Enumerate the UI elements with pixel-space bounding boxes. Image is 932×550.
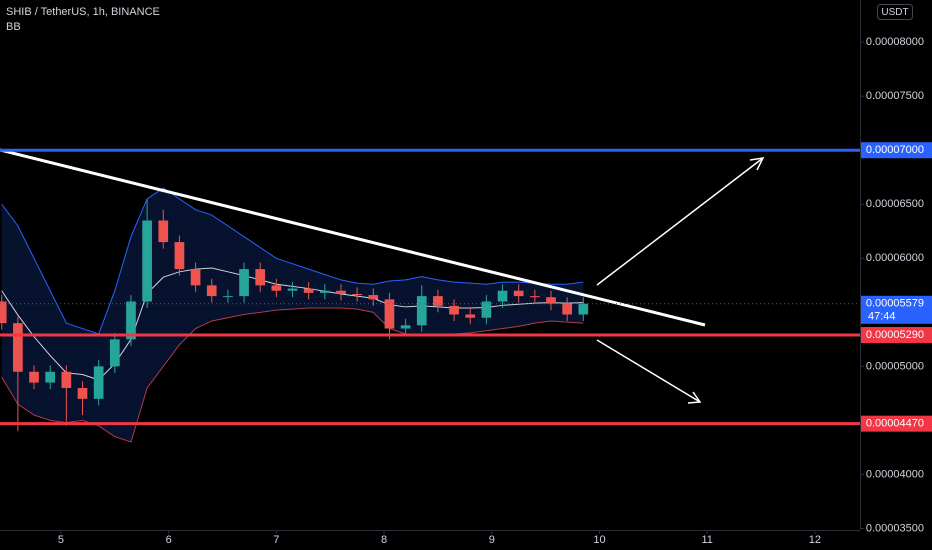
candle-body [29, 371, 39, 383]
candle-body [352, 293, 362, 296]
x-tick-label: 8 [381, 534, 387, 546]
candle-body [142, 220, 152, 302]
x-tick-label: 11 [701, 534, 712, 546]
candle-body [174, 242, 185, 270]
y-tick-label: 0.00008000 [866, 36, 924, 48]
candle-body [255, 269, 266, 286]
y-tick-label: 0.00006000 [866, 252, 924, 264]
arrow-up [596, 157, 764, 286]
last-price-label: 0.00005579 [866, 298, 924, 310]
arrow-down-head [687, 391, 702, 404]
candle-body [93, 366, 104, 399]
level-label: 0.00005290 [866, 329, 924, 341]
arrow-down [596, 339, 701, 403]
candle-body [562, 303, 573, 315]
candle-body [45, 371, 56, 383]
arrows [596, 157, 765, 404]
candle-body [368, 295, 379, 300]
x-tick-label: 7 [273, 534, 279, 546]
x-tick-label: 9 [489, 534, 495, 546]
candle-body [77, 387, 88, 399]
currency-button[interactable] [877, 4, 913, 20]
indicator-label: BB [6, 21, 21, 33]
x-tick-label: 12 [809, 534, 821, 546]
candle-body [190, 269, 201, 286]
candle-body [239, 269, 249, 297]
candle-body [336, 290, 346, 294]
x-tick-label: 5 [58, 534, 64, 546]
candle-body [481, 301, 492, 318]
candle-body [109, 339, 120, 367]
candle-body [530, 296, 540, 298]
countdown-label: 47:44 [868, 311, 896, 323]
candle-body [158, 220, 169, 243]
level-tag [861, 327, 932, 344]
y-tick-label: 0.00003500 [866, 522, 924, 534]
candle-body [384, 299, 395, 329]
chart-title: SHIB / TetherUS, 1h, BINANCE [6, 6, 160, 18]
level-label: 0.00004470 [866, 418, 924, 430]
candle-body [546, 297, 556, 304]
level-tag [861, 415, 932, 432]
candle-body [497, 290, 508, 302]
candle-body [433, 296, 443, 306]
band-lower [1, 307, 584, 443]
candle-body [465, 314, 476, 318]
candle-body [206, 285, 217, 297]
candle-body [271, 285, 282, 291]
plot-area [0, 187, 589, 443]
y-tick-label: 0.00006500 [866, 198, 924, 210]
candle-body [13, 323, 23, 372]
candle-body [61, 371, 72, 388]
candle-body [319, 290, 330, 293]
currency-label[interactable]: USDT [881, 7, 908, 18]
candle-body [513, 290, 524, 297]
candle-body [400, 325, 411, 329]
candle-body [578, 303, 589, 315]
candle-body [416, 296, 427, 326]
candle-body [223, 296, 233, 298]
candle-body [287, 288, 298, 291]
level-label: 0.00007000 [866, 144, 924, 156]
arrow-up-head [749, 157, 765, 171]
candle-body [126, 301, 136, 340]
candle-body [303, 288, 314, 293]
x-tick-label: 6 [166, 534, 172, 546]
y-tick-label: 0.00004000 [866, 468, 924, 480]
level-tag [861, 142, 932, 159]
last-price-tag [861, 295, 932, 324]
candle-body [449, 305, 459, 315]
y-tick-label: 0.00007500 [866, 90, 924, 102]
trend-line [0, 148, 706, 327]
x-tick-label: 10 [593, 534, 605, 546]
y-tick-label: 0.00005000 [866, 360, 924, 372]
candle-body [0, 301, 7, 324]
